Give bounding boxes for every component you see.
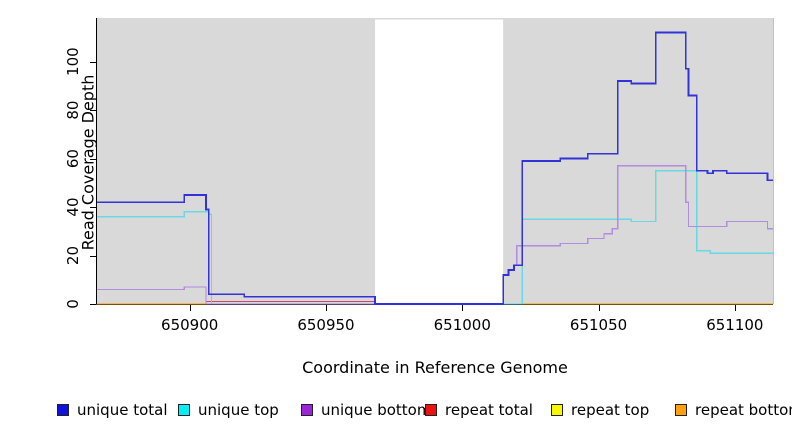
legend-label: unique bottom — [321, 401, 432, 419]
y-tick-label: 100 — [64, 47, 82, 76]
masked-region — [375, 19, 504, 304]
series-line-unique-top — [97, 170, 773, 305]
legend-label: repeat top — [571, 401, 650, 419]
legend-swatch-repeat-top — [551, 404, 563, 416]
y-tick-label: 20 — [64, 246, 82, 265]
legend-swatch-unique-bottom — [301, 404, 313, 416]
legend-swatch-unique-top — [178, 404, 190, 416]
series-line-unique-total — [97, 31, 773, 305]
y-axis-label: Read Coverage Depth — [78, 74, 98, 251]
legend-item-repeat-top: repeat top — [551, 401, 650, 419]
x-tick-label: 651050 — [570, 316, 627, 334]
x-tick-label: 651000 — [434, 316, 491, 334]
legend-item-unique-bottom: unique bottom — [301, 401, 432, 419]
x-axis-label: Coordinate in Reference Genome — [302, 358, 568, 377]
legend-swatch-repeat-bottom — [675, 404, 687, 416]
legend-item-unique-top: unique top — [178, 401, 279, 419]
legend-label: repeat bottom — [695, 401, 792, 419]
legend-item-unique-total: unique total — [57, 401, 168, 419]
legend-label: unique top — [198, 401, 279, 419]
y-tick-label: 0 — [64, 299, 82, 309]
y-tick-label: 40 — [64, 198, 82, 217]
legend-swatch-unique-total — [57, 404, 69, 416]
x-tick-label: 650900 — [161, 316, 218, 334]
x-tick-label: 650950 — [297, 316, 354, 334]
chart-legend: unique total unique top unique bottom repea… — [0, 401, 792, 422]
y-tick-label: 60 — [64, 149, 82, 168]
legend-label: repeat total — [445, 401, 533, 419]
legend-item-repeat-total: repeat total — [425, 401, 533, 419]
x-tick-label: 651100 — [706, 316, 763, 334]
legend-swatch-repeat-total — [425, 404, 437, 416]
legend-label: unique total — [77, 401, 168, 419]
legend-item-repeat-bottom: repeat bottom — [675, 401, 792, 419]
y-tick-label: 80 — [64, 101, 82, 120]
